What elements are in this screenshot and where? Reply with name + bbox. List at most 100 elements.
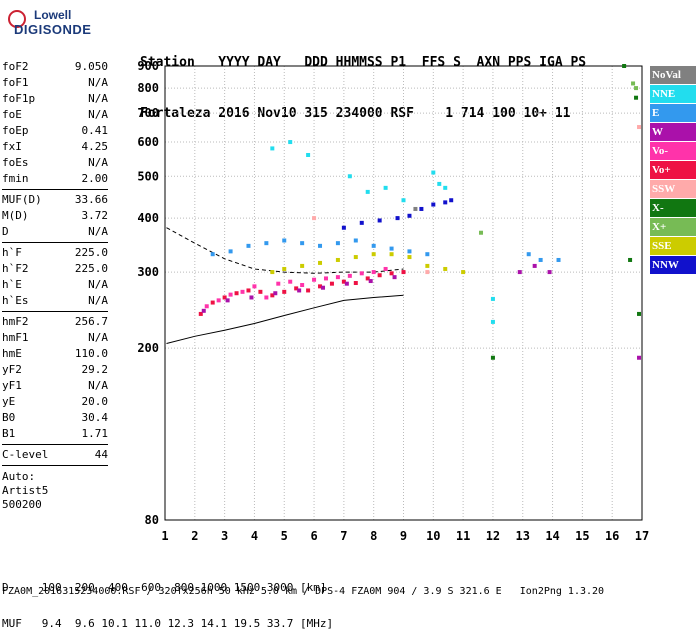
data-point-e bbox=[246, 243, 251, 248]
data-point-e bbox=[425, 252, 430, 257]
data-point-vo- bbox=[335, 275, 340, 280]
param-row: B1 1.71 bbox=[2, 426, 108, 442]
data-point-vo- bbox=[198, 311, 203, 316]
data-point-vo- bbox=[228, 292, 233, 297]
param-name: foF1 bbox=[2, 76, 29, 89]
data-point-vo- bbox=[329, 281, 334, 286]
x-tick-label: 3 bbox=[221, 529, 228, 543]
data-point-sse bbox=[335, 257, 340, 262]
param-value: N/A bbox=[88, 156, 108, 169]
param-value: 256.7 bbox=[74, 315, 108, 328]
polarization-legend: NoVal NNE E W Vo- Vo+ SSW X- X+ SSE NNW bbox=[650, 66, 696, 275]
data-point-vo- bbox=[371, 270, 376, 275]
data-point-nnw bbox=[377, 218, 382, 223]
param-name: yF2 bbox=[2, 363, 22, 376]
data-point-nne bbox=[490, 319, 495, 324]
param-value: N/A bbox=[88, 331, 108, 344]
param-row: foEs N/A bbox=[2, 155, 108, 171]
param-name: foF1p bbox=[2, 92, 36, 105]
auto-program: Artist5 bbox=[2, 484, 49, 497]
data-point-sse bbox=[300, 263, 305, 268]
data-point-nnw bbox=[407, 213, 412, 218]
data-point-e bbox=[407, 249, 412, 254]
data-point-nne bbox=[437, 181, 442, 186]
param-name: foEp bbox=[2, 124, 29, 137]
data-point-nnw bbox=[443, 200, 448, 205]
data-point-w bbox=[297, 288, 302, 293]
data-point-vo- bbox=[359, 271, 364, 276]
data-point-vo- bbox=[401, 270, 406, 275]
file-info: FZA0M_2016315234000.RSF / 320fx256h 50 k… bbox=[2, 586, 605, 597]
data-point-vo- bbox=[252, 284, 257, 289]
param-value: 44 bbox=[94, 448, 108, 461]
param-name: h`F bbox=[2, 246, 22, 259]
data-point-w bbox=[249, 295, 254, 300]
param-name: MUF(D) bbox=[2, 193, 42, 206]
data-point-vo- bbox=[306, 288, 311, 293]
data-point-nne bbox=[347, 174, 352, 179]
y-tick-label: 600 bbox=[137, 135, 159, 149]
data-point-w bbox=[344, 281, 349, 286]
params-group-virtual-heights: h`F 225.0 h`F2 225.0 h`E N/A h`Es N/A bbox=[2, 245, 108, 309]
data-point-nne bbox=[306, 152, 311, 157]
param-row: fxI 4.25 bbox=[2, 139, 108, 155]
data-point-e bbox=[335, 241, 340, 246]
data-point-e bbox=[538, 257, 543, 262]
x-tick-label: 7 bbox=[340, 529, 347, 543]
data-point-vo- bbox=[377, 273, 382, 278]
data-point-e bbox=[228, 249, 233, 254]
y-tick-label: 500 bbox=[137, 169, 159, 183]
param-row: h`F 225.0 bbox=[2, 245, 108, 261]
param-row: foEp 0.41 bbox=[2, 123, 108, 139]
data-point-vo- bbox=[353, 281, 358, 286]
data-point-vo- bbox=[234, 291, 239, 296]
data-point-vo- bbox=[264, 295, 269, 300]
conversion-table: D 100 200 400 600 800 1000 1500 3000 [km… bbox=[2, 558, 333, 642]
data-point-vo- bbox=[318, 284, 323, 289]
legend-item: NNE bbox=[650, 85, 696, 103]
x-tick-label: 5 bbox=[281, 529, 288, 543]
data-point-vo- bbox=[204, 304, 209, 309]
data-point-sse bbox=[425, 263, 430, 268]
data-point-sse bbox=[282, 266, 287, 271]
muf-row: MUF 9.4 9.6 10.1 11.0 12.3 14.1 19.5 33.… bbox=[2, 617, 334, 630]
divider bbox=[2, 444, 108, 445]
param-value: N/A bbox=[88, 108, 108, 121]
param-value: N/A bbox=[88, 76, 108, 89]
param-row: hmF1 N/A bbox=[2, 330, 108, 346]
param-row: MUF(D) 33.66 bbox=[2, 192, 108, 208]
profile-lower-line bbox=[166, 294, 404, 344]
data-point-vo- bbox=[383, 266, 388, 271]
divider bbox=[2, 242, 108, 243]
param-row: yF2 29.2 bbox=[2, 362, 108, 378]
param-value: 225.0 bbox=[74, 246, 108, 259]
data-point-e bbox=[526, 252, 531, 257]
divider bbox=[2, 465, 108, 466]
data-point-vo- bbox=[389, 271, 394, 276]
y-tick-label: 80 bbox=[145, 513, 159, 527]
param-name: yF1 bbox=[2, 379, 22, 392]
param-value: 3.72 bbox=[81, 209, 109, 222]
data-point-sse bbox=[270, 270, 275, 275]
data-point-x- bbox=[634, 86, 639, 91]
data-point-e bbox=[556, 257, 561, 262]
param-name: foE bbox=[2, 108, 22, 121]
param-row: foF1 N/A bbox=[2, 75, 108, 91]
x-tick-label: 1 bbox=[161, 529, 168, 543]
data-point-w bbox=[273, 291, 278, 296]
param-row: h`E N/A bbox=[2, 277, 108, 293]
legend-item: E bbox=[650, 104, 696, 122]
x-tick-label: 17 bbox=[635, 529, 649, 543]
param-value: 110.0 bbox=[74, 347, 108, 360]
logo-brand-line2: DIGISONDE bbox=[14, 22, 92, 37]
data-point-vo- bbox=[246, 288, 251, 293]
param-row: hmF2 256.7 bbox=[2, 314, 108, 330]
param-name: foEs bbox=[2, 156, 29, 169]
data-point-w bbox=[547, 270, 552, 275]
data-point-x- bbox=[490, 355, 495, 360]
data-point-e bbox=[300, 241, 305, 246]
param-row: C-level 44 bbox=[2, 447, 108, 463]
y-tick-label: 400 bbox=[137, 211, 159, 225]
header-values: Fortaleza 2016 Nov10 315 234000 RSF 1 71… bbox=[140, 106, 571, 121]
divider bbox=[2, 311, 108, 312]
